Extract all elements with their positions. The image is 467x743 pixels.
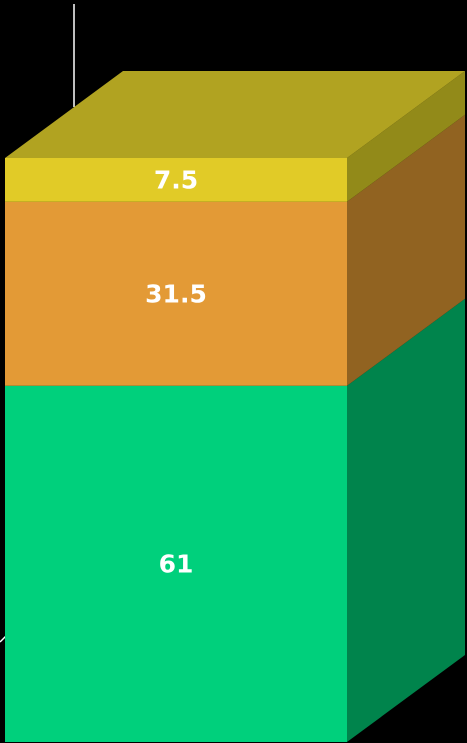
bar-segment-side-3 (347, 71, 465, 202)
bar-segment-1 (5, 385, 347, 742)
bar-segment-2 (5, 201, 347, 386)
bar-segment-3 (5, 158, 347, 202)
bar-segment-side-2 (347, 114, 465, 386)
bar-segment-side-1 (347, 298, 465, 742)
data-label-3: 7.5 (154, 165, 198, 194)
data-labels: 61 31.5 7.5 (145, 165, 207, 578)
bar-stack (5, 71, 465, 742)
bar-top-face (5, 71, 465, 158)
data-label-2: 31.5 (145, 279, 207, 308)
data-label-1: 61 (159, 549, 194, 578)
